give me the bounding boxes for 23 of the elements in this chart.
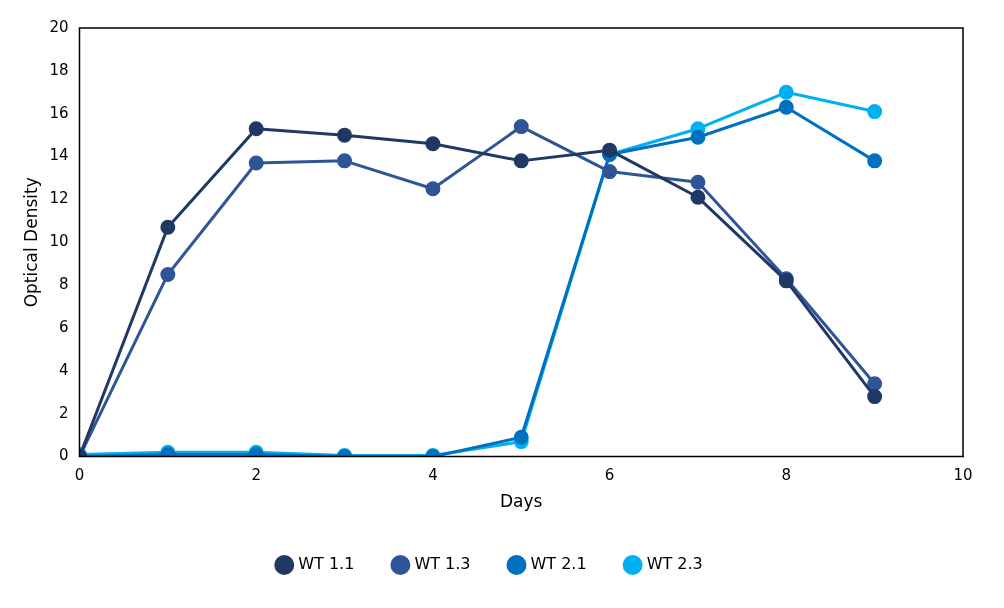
x-tick-label: 8 xyxy=(781,466,792,485)
x-tick-label: 2 xyxy=(251,466,261,485)
y-tick-label: 16 xyxy=(49,103,69,122)
y-tick-label: 14 xyxy=(49,146,69,165)
y-axis-title: Optical Density xyxy=(20,177,41,308)
y-tick-label: 0 xyxy=(58,446,69,465)
y-tick-label: 2 xyxy=(58,403,69,422)
legend-label: WT 2.3 xyxy=(646,554,703,574)
x-tick-label: 4 xyxy=(428,466,438,485)
x-axis-title: Days xyxy=(500,491,543,512)
x-tick-label: 10 xyxy=(953,466,973,485)
legend-label: WT 1.1 xyxy=(298,554,355,574)
y-tick-label: 18 xyxy=(49,60,69,79)
legend-label: WT 1.3 xyxy=(414,554,471,574)
legend-label: WT 2.1 xyxy=(530,554,587,574)
x-tick-label: 6 xyxy=(604,466,615,485)
y-tick-label: 20 xyxy=(49,17,69,36)
y-tick-label: 12 xyxy=(49,189,69,208)
y-tick-label: 6 xyxy=(58,317,69,336)
y-tick-label: 4 xyxy=(58,360,69,379)
y-tick-label: 10 xyxy=(49,232,69,251)
y-tick-label: 8 xyxy=(58,275,69,294)
x-tick-label: 0 xyxy=(74,466,85,485)
